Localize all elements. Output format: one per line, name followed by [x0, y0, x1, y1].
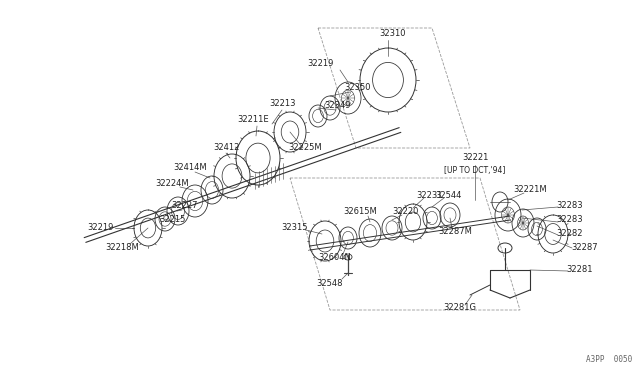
Text: 32213: 32213	[269, 99, 296, 109]
Text: 32287: 32287	[572, 244, 598, 253]
Text: 32219: 32219	[307, 60, 333, 68]
Text: 32220: 32220	[392, 208, 418, 217]
Text: 32287M: 32287M	[438, 228, 472, 237]
Text: 32412: 32412	[213, 142, 239, 151]
Text: [UP TO DCT,'94]: [UP TO DCT,'94]	[444, 166, 506, 174]
Text: 32281: 32281	[567, 266, 593, 275]
Text: 32211E: 32211E	[237, 115, 269, 125]
Text: 32221: 32221	[462, 154, 488, 163]
Text: 32227: 32227	[172, 202, 198, 211]
Text: 32231: 32231	[417, 190, 444, 199]
Text: 32221M: 32221M	[513, 186, 547, 195]
Text: 32281G: 32281G	[444, 304, 477, 312]
Text: 32283: 32283	[557, 215, 583, 224]
Text: 32215: 32215	[159, 215, 185, 224]
Text: 32615M: 32615M	[343, 208, 377, 217]
Text: 32544: 32544	[435, 190, 461, 199]
Text: 32604N: 32604N	[319, 253, 351, 263]
Text: 32219: 32219	[87, 224, 113, 232]
Text: 32225M: 32225M	[288, 144, 322, 153]
Text: 32349: 32349	[324, 100, 351, 109]
Text: 32283: 32283	[557, 201, 583, 209]
Text: 32282: 32282	[557, 230, 583, 238]
Text: 32414M: 32414M	[173, 164, 207, 173]
Text: 32350: 32350	[345, 83, 371, 93]
Text: 32548: 32548	[317, 279, 343, 288]
Text: 32315: 32315	[282, 224, 308, 232]
Text: 32310: 32310	[380, 29, 406, 38]
Text: 32224M: 32224M	[155, 179, 189, 187]
Text: 32218M: 32218M	[105, 244, 139, 253]
Text: A3PP  0050: A3PP 0050	[586, 355, 632, 364]
